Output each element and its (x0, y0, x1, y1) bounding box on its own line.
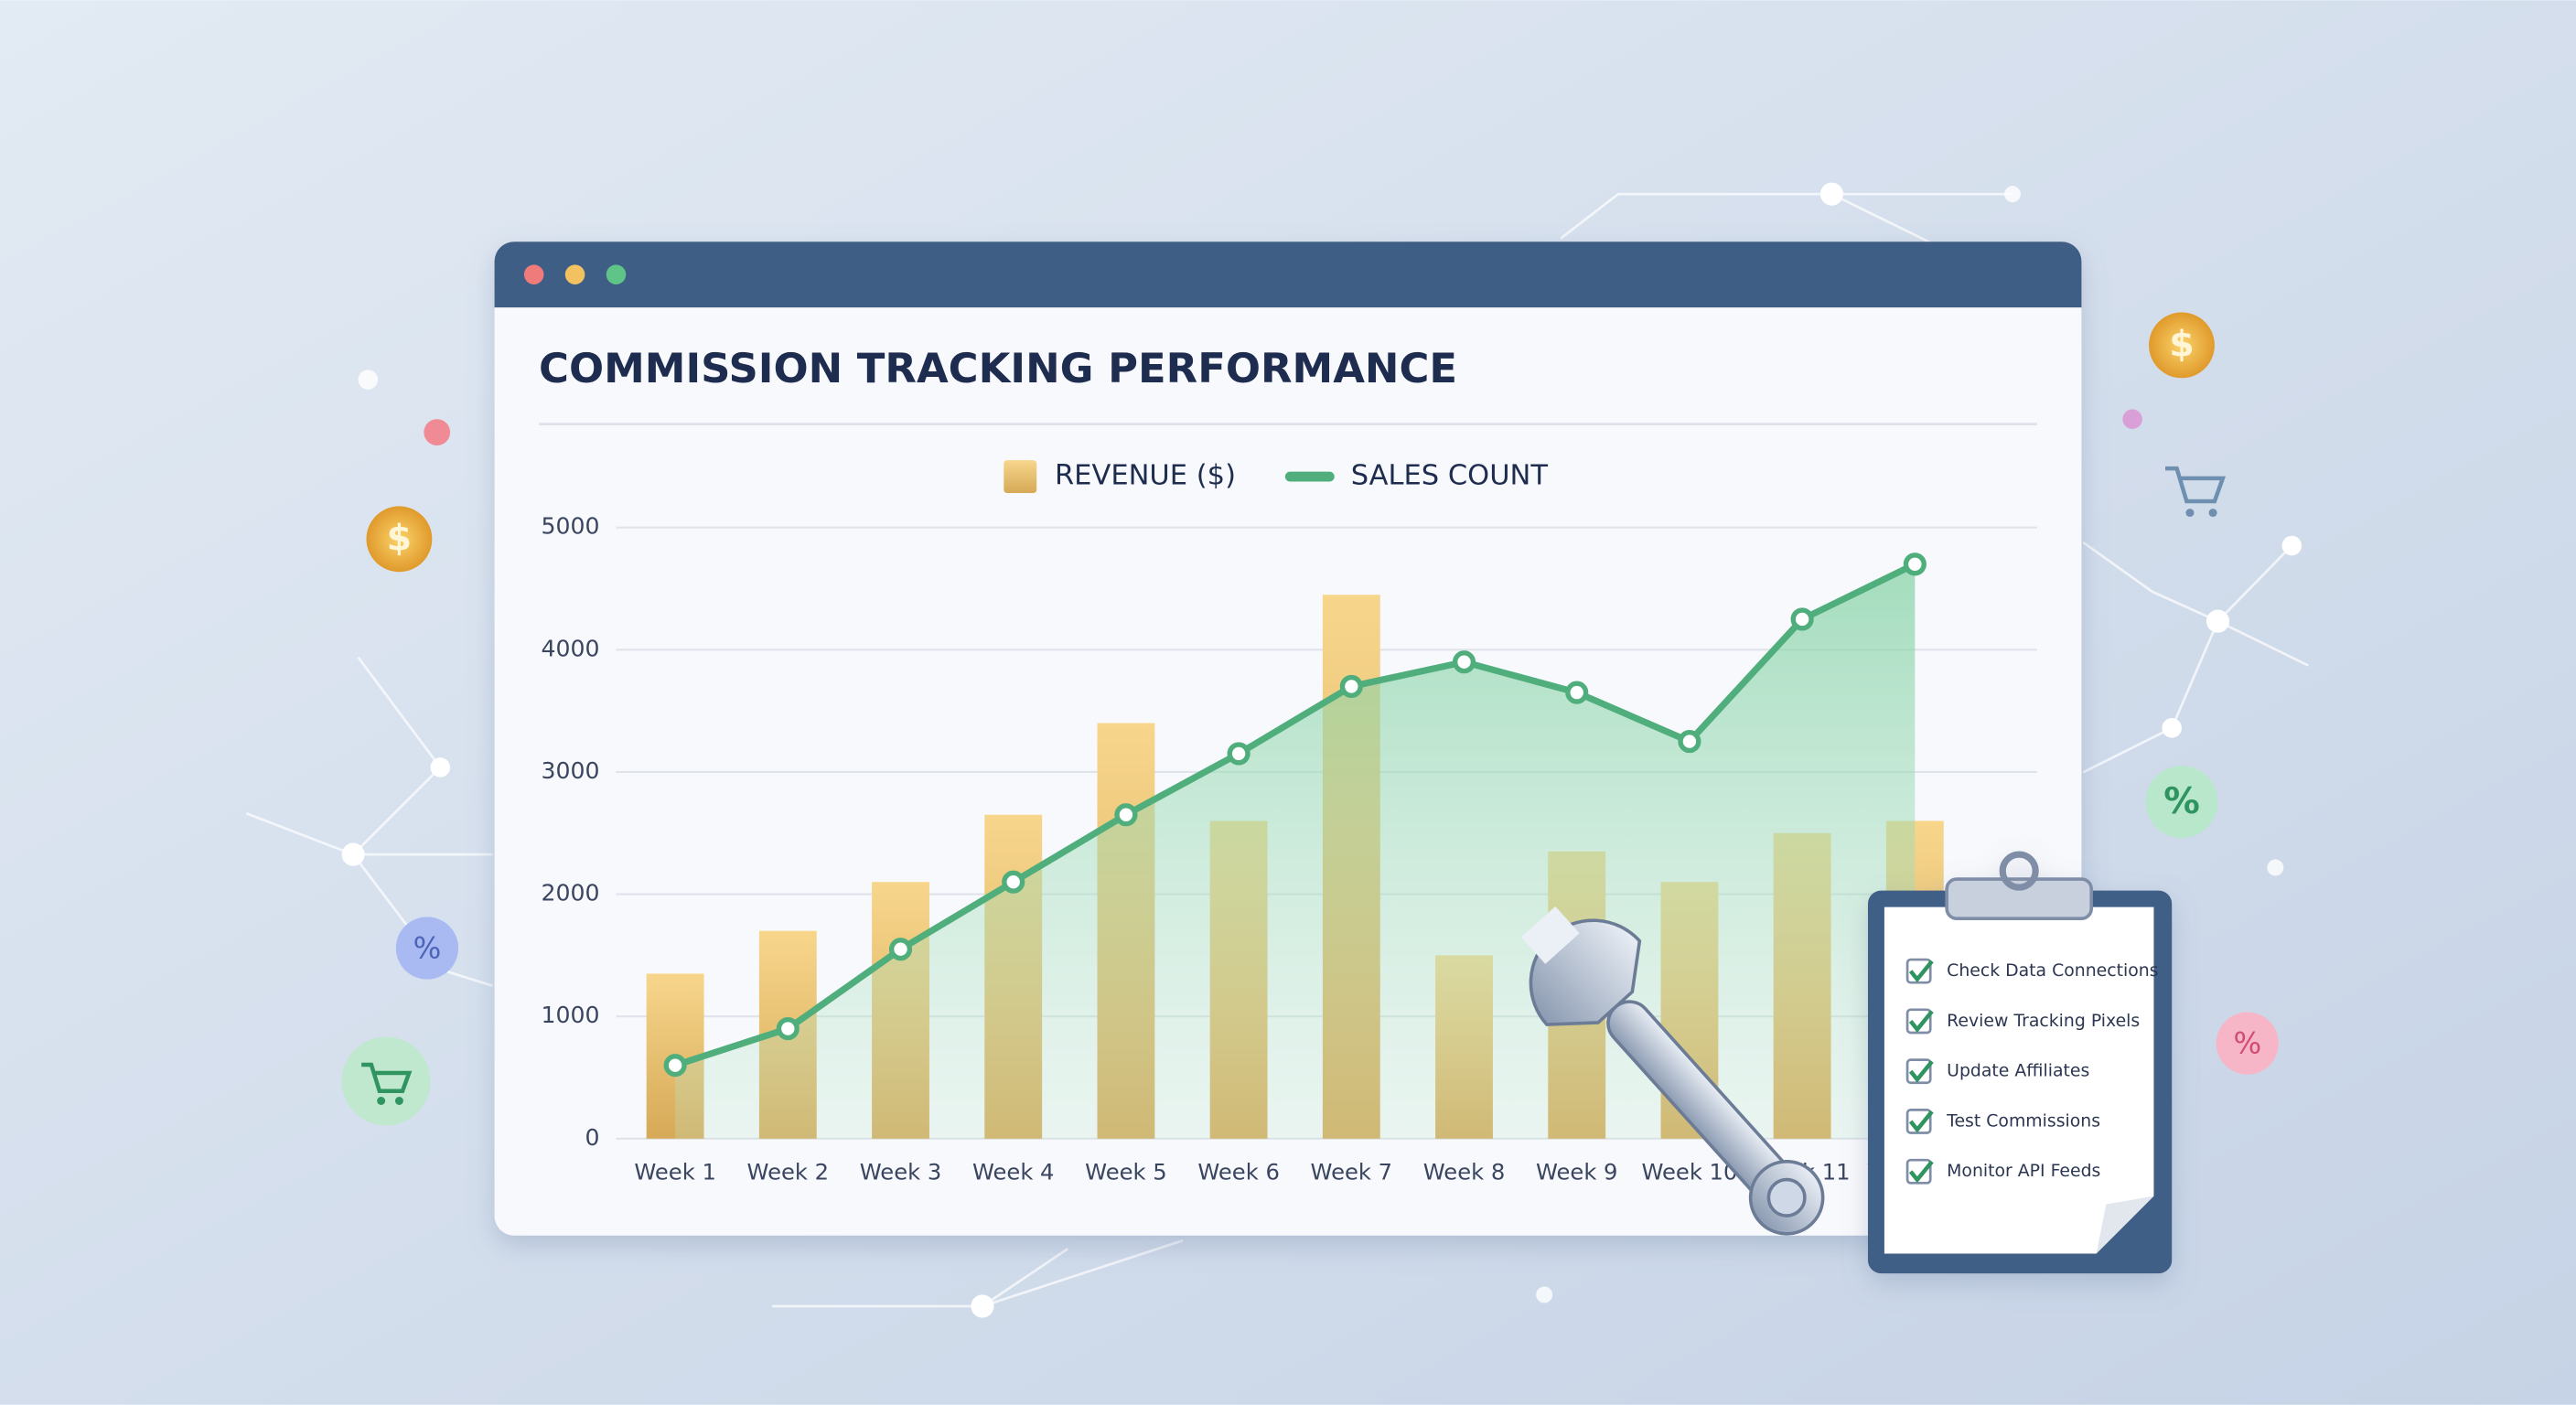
x-tick-label: Week 8 (1423, 1159, 1506, 1185)
checklist-item: Review Tracking Pixels (1947, 1012, 2140, 1031)
svg-text:$: $ (387, 518, 412, 560)
y-tick-label: 4000 (542, 635, 600, 661)
y-tick-label: 1000 (542, 1002, 600, 1028)
wrench (1520, 906, 1825, 1236)
legend-swatch (1284, 471, 1335, 482)
percent-icon: % (2145, 766, 2218, 839)
y-tick-label: 5000 (542, 513, 600, 540)
legend-swatch (1004, 460, 1037, 494)
x-tick-label: Week 2 (747, 1159, 830, 1185)
checklist-item: Check Data Connections (1947, 961, 2158, 981)
checkmark (1908, 1059, 1934, 1083)
coin-icon: $ (2149, 312, 2215, 379)
checklist-item: Test Commissions (1946, 1111, 2100, 1131)
point (1565, 681, 1589, 704)
glow-dots (341, 182, 2302, 1318)
point (776, 1016, 800, 1041)
svg-text:%: % (2233, 1025, 2261, 1060)
line (674, 561, 1916, 1069)
window-dot (523, 264, 544, 284)
point (1678, 729, 1701, 754)
checklist-item: Monitor API Feeds (1947, 1162, 2100, 1181)
coin-icon: $ (366, 506, 433, 573)
legend-label: REVENUE ($) (1055, 460, 1236, 492)
window-dot (606, 264, 627, 284)
point (1339, 674, 1363, 699)
point (663, 1054, 687, 1078)
x-tick-label: Week 6 (1197, 1159, 1280, 1185)
point (1114, 803, 1138, 827)
svg-text:$: $ (2169, 324, 2194, 366)
x-tick-label: Week 10 (1641, 1159, 1737, 1185)
point (1227, 742, 1250, 766)
x-tick-label: Week 3 (860, 1159, 942, 1185)
point (1452, 650, 1476, 674)
percent-icon: % (2216, 1012, 2279, 1075)
y-tick-label: 0 (585, 1124, 600, 1151)
x-tick-label: Week 9 (1536, 1159, 1618, 1185)
checkmark (1908, 1110, 1934, 1133)
y-tick-label: 3000 (542, 757, 600, 784)
checklist: Check Data Connections Review Tracking Pi… (1905, 958, 2159, 1185)
cart-icon (341, 1036, 431, 1126)
svg-text:%: % (2163, 780, 2200, 822)
svg-text:%: % (413, 930, 442, 965)
x-tick-label: Week 5 (1085, 1159, 1167, 1185)
x-tick-label: Week 7 (1311, 1159, 1393, 1185)
checkmark (1908, 1010, 1934, 1033)
x-tick-label: Week 1 (634, 1159, 716, 1185)
x-tick-label: Week 4 (972, 1159, 1055, 1185)
window-dot (564, 264, 585, 284)
clipboard (1867, 851, 2173, 1274)
point (888, 938, 913, 961)
y-tick-label: 2000 (542, 880, 600, 906)
window-titlebar (494, 241, 2082, 308)
percent-icon: % (395, 917, 459, 980)
legend-label: SALES COUNT (1351, 460, 1549, 492)
chart-title: COMMISSION TRACKING PERFORMANCE (539, 344, 1457, 392)
checklist-item: Update Affiliates (1947, 1062, 2089, 1081)
point (1002, 870, 1025, 894)
point (1903, 552, 1927, 576)
point (1790, 607, 1814, 631)
checkmark (1908, 1160, 1934, 1184)
cart-icon (2165, 466, 2227, 518)
checkmark (1908, 960, 1934, 983)
